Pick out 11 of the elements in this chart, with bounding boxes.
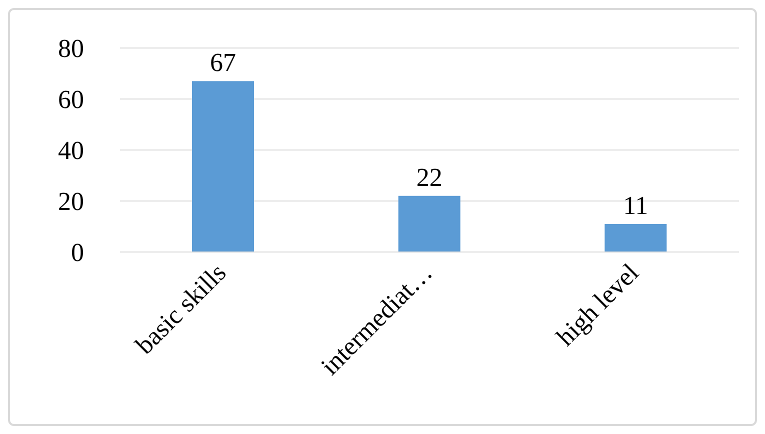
data-label: 22 [416, 162, 442, 192]
y-tick-label: 40 [58, 136, 84, 166]
y-tick-label: 60 [58, 85, 84, 114]
y-tick-label: 20 [58, 187, 84, 216]
bar [604, 224, 667, 252]
data-label: 11 [623, 190, 648, 220]
y-tick-label: 80 [58, 34, 84, 64]
y-tick-label: 0 [71, 238, 84, 268]
bar [398, 196, 460, 252]
data-label: 67 [210, 48, 236, 78]
bar [192, 81, 254, 252]
